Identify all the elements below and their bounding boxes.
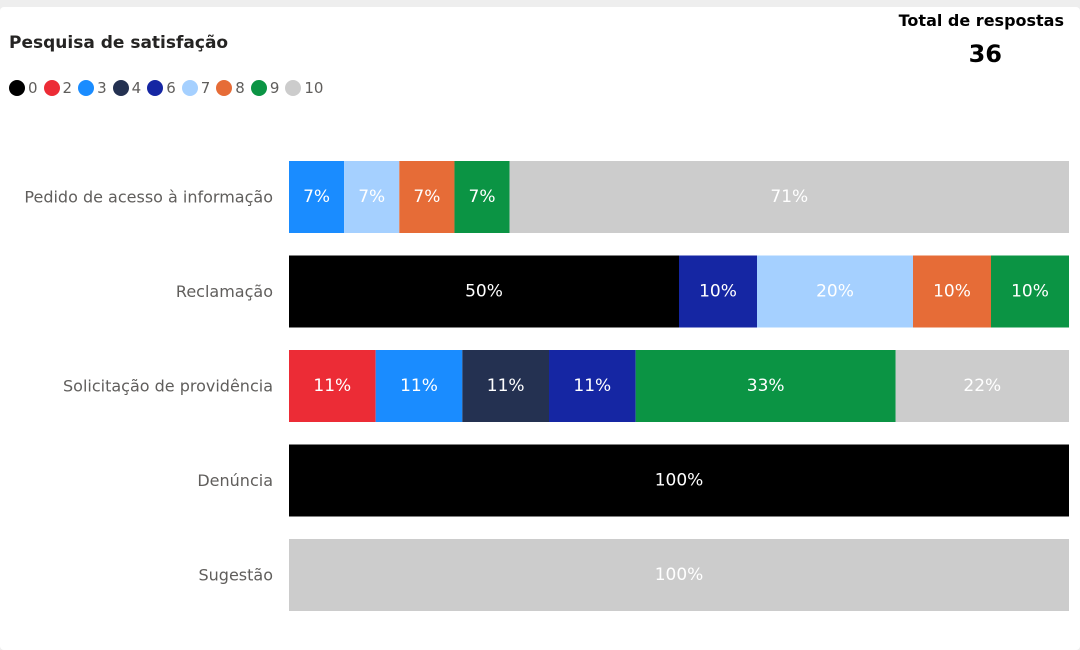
legend-swatch <box>285 80 302 96</box>
data-label: 50% <box>465 282 503 302</box>
category-label: Pedido de acesso à informação <box>24 188 273 207</box>
legend-label: 3 <box>97 79 107 97</box>
legend-label: 4 <box>131 79 142 97</box>
bar-segment[interactable] <box>509 161 1069 233</box>
chart-title: Pesquisa de satisfação <box>9 33 229 53</box>
legend-swatch <box>43 80 60 96</box>
bar-segment[interactable] <box>289 161 345 233</box>
legend: 0 2 3 4 6 7 8 9 10 <box>9 78 329 98</box>
legend-label: 2 <box>62 79 73 97</box>
legend-swatch <box>9 80 25 96</box>
legend-label: 7 <box>200 79 211 97</box>
bar-segment[interactable] <box>757 255 913 328</box>
bar-segment[interactable] <box>635 350 896 422</box>
legend-swatch <box>112 80 129 96</box>
legend-item-6[interactable]: 6 <box>147 79 176 97</box>
legend-item-10[interactable]: 10 <box>285 79 323 97</box>
data-label: 33% <box>747 376 785 396</box>
bar-segment[interactable] <box>913 255 991 328</box>
legend-item-2[interactable]: 2 <box>43 79 73 97</box>
data-label: 10% <box>1011 282 1049 302</box>
legend-swatch <box>250 80 267 96</box>
data-label: 10% <box>699 282 737 302</box>
bar-segment[interactable] <box>454 161 510 233</box>
bar-segment[interactable] <box>462 350 549 422</box>
legend-label: 10 <box>304 79 324 97</box>
bar-segment[interactable] <box>375 350 463 422</box>
legend-item-9[interactable]: 9 <box>250 79 280 97</box>
legend-swatch <box>181 80 198 96</box>
legend-swatch <box>216 80 233 96</box>
legend-label: 0 <box>28 79 38 97</box>
data-label: 20% <box>816 282 854 302</box>
legend-label: 9 <box>269 79 280 97</box>
data-label: 71% <box>770 187 808 207</box>
bar-segment[interactable] <box>549 350 636 422</box>
data-label: 100% <box>655 471 704 491</box>
data-label: 11% <box>400 376 438 396</box>
legend-label: 6 <box>166 79 176 97</box>
bar-segment[interactable] <box>895 350 1069 422</box>
bar-segment[interactable] <box>991 255 1069 328</box>
data-label: 11% <box>313 376 351 396</box>
legend-swatch <box>78 80 95 96</box>
total-responses-value: 36 <box>968 40 1002 68</box>
data-label: 10% <box>933 282 971 302</box>
category-label: Sugestão <box>199 566 274 585</box>
data-label: 11% <box>573 376 611 396</box>
data-label: 7% <box>358 187 385 207</box>
data-label: 7% <box>413 187 440 207</box>
legend-item-7[interactable]: 7 <box>181 79 211 97</box>
legend-item-0[interactable]: 0 <box>9 79 38 97</box>
bar-segment[interactable] <box>344 161 400 233</box>
category-label: Denúncia <box>197 471 273 490</box>
total-responses-label: Total de respostas <box>898 11 1064 30</box>
legend-item-4[interactable]: 4 <box>112 79 142 97</box>
bar-segment[interactable] <box>289 539 1069 611</box>
category-label: Reclamação <box>176 282 273 301</box>
bar-segment[interactable] <box>679 255 757 328</box>
bar-segment[interactable] <box>289 444 1069 517</box>
category-label: Solicitação de providência <box>63 377 273 396</box>
data-label: 22% <box>963 376 1001 396</box>
data-label: 7% <box>303 187 330 207</box>
legend-swatch <box>147 80 164 96</box>
data-label: 7% <box>469 187 496 207</box>
legend-label: 8 <box>235 79 245 97</box>
legend-item-3[interactable]: 3 <box>78 79 107 97</box>
data-label: 100% <box>655 565 704 585</box>
data-label: 11% <box>487 376 525 396</box>
legend-item-8[interactable]: 8 <box>216 79 245 97</box>
bar-segment[interactable] <box>289 350 376 422</box>
bar-segment[interactable] <box>289 255 679 328</box>
bar-segment[interactable] <box>399 161 455 233</box>
